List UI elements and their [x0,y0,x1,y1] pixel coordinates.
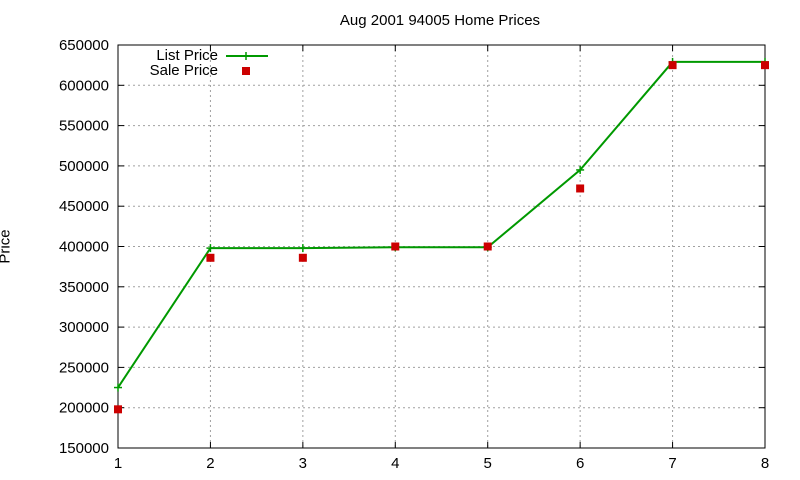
x-tick-label: 4 [391,455,399,472]
x-tick-label: 3 [299,455,307,472]
x-tick-label: 6 [576,455,584,472]
y-tick-label: 500000 [59,158,109,175]
y-tick-label: 450000 [59,198,109,215]
legend-swatch-sale-price [242,67,250,75]
sale-price-point [298,253,307,262]
legend [226,52,268,75]
list-price-point [298,244,307,253]
sale-price-point [114,405,122,414]
y-tick-label: 250000 [59,359,109,376]
series-line-list-price [117,60,765,389]
sale-price-point [576,184,585,193]
x-tick-label: 8 [761,455,769,472]
sale-price-point [391,242,400,251]
y-tick-label: 650000 [59,37,109,54]
chart-title: Aug 2001 94005 Home Prices [339,12,541,29]
y-tick-label: 550000 [59,118,109,135]
x-tick-label: 2 [206,455,214,472]
y-tick-label: 300000 [59,319,109,336]
list-price-point [114,383,122,392]
x-tick-label: 7 [668,455,676,472]
x-tick-label: 5 [484,455,492,472]
legend-label-list-price: List Price [156,47,218,64]
y-tick-label: 400000 [59,239,109,256]
y-tick-label: 600000 [59,77,109,94]
legend-label-sale-price: Sale Price [149,62,218,79]
sale-price-point [206,253,215,262]
y-tick-label: 200000 [59,400,109,417]
sale-price-point [761,61,769,70]
x-tick-label: 1 [114,455,122,472]
series-layer [114,57,769,414]
sale-price-point [668,61,677,70]
y-tick-label: 350000 [59,279,109,296]
y-axis-label: Price [0,229,14,264]
y-tick-label: 150000 [59,440,109,457]
list-price-point [576,165,585,174]
sale-price-point [483,242,492,251]
axis-ticks: 1500002000002500003000003500004000004500… [59,37,769,472]
list-price-point [206,244,215,253]
